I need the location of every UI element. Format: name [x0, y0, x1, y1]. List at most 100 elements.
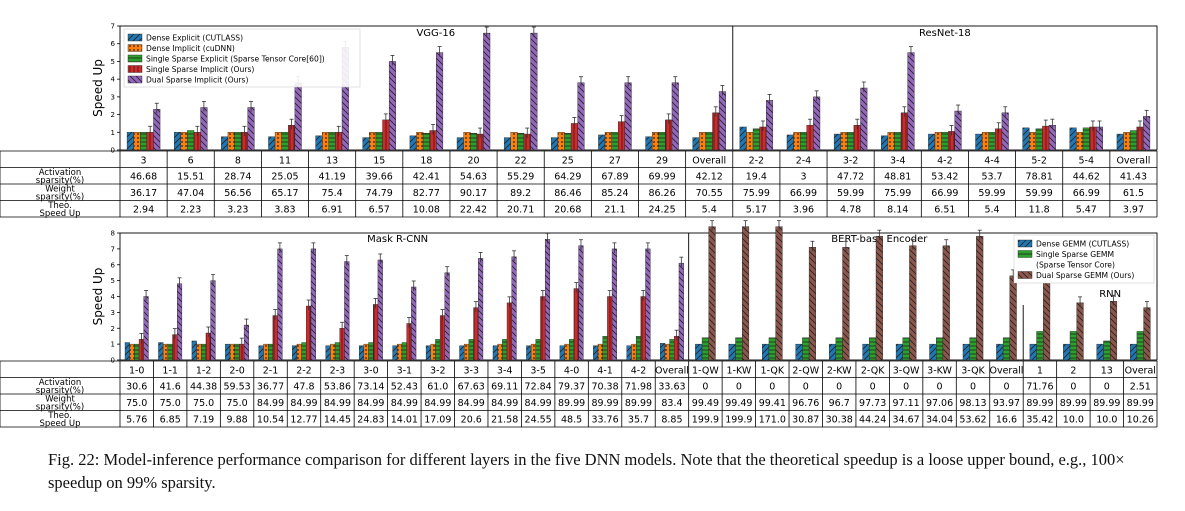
bar-single_implicit-hatch: [473, 307, 479, 360]
table-cell: 59.53: [223, 382, 250, 393]
bar-single_explicit-hatch: [894, 132, 902, 150]
bar-single_gemm-hatch: [735, 337, 743, 360]
tick-label: 2: [1070, 366, 1076, 377]
bar-dense_explicit-hatch: [928, 134, 935, 150]
bar-dense_implicit-hatch: [982, 132, 989, 150]
table-cell: 44.24: [859, 415, 886, 426]
bar-dual_implicit-hatch: [719, 91, 726, 150]
bar-dense_implicit-hatch: [531, 344, 536, 360]
table-cell: 35.42: [1026, 415, 1053, 426]
table-cell: 34.67: [893, 415, 920, 426]
bar-dense_implicit-hatch: [196, 344, 202, 360]
figure-caption: Fig. 22: Model-inference performance com…: [48, 448, 1168, 494]
y-tick-label: 4: [111, 76, 116, 84]
bar-dense_implicit-hatch: [430, 344, 436, 360]
bar-single_implicit-hatch: [674, 336, 679, 360]
table-cell: 89.99: [1127, 398, 1154, 409]
bar-dual_gemm-hatch: [842, 247, 850, 360]
table-cell: 59.99: [1026, 188, 1053, 199]
bar-dense_gemm-hatch: [896, 344, 903, 360]
table-cell: 0: [870, 382, 876, 393]
bar-single_explicit-hatch: [368, 342, 374, 360]
table-cell: 14.01: [391, 415, 418, 426]
bar-dual_implicit-hatch: [511, 256, 517, 360]
bar-single_explicit-hatch: [988, 132, 996, 150]
bar-dense_implicit-hatch: [631, 344, 637, 360]
bar-dense_explicit-hatch: [551, 137, 558, 150]
bar-dual_implicit-hatch: [143, 296, 149, 360]
row-label: Activation: [39, 168, 82, 178]
table-cell: 96.76: [792, 398, 819, 409]
bar-dense_explicit-hatch: [225, 344, 231, 360]
table-cell: 66.99: [931, 188, 958, 199]
bar-dense_implicit-hatch: [793, 132, 801, 150]
panel-title: VGG-16: [416, 28, 455, 39]
table-cell: 83.4: [661, 398, 682, 409]
table-cell: 73.14: [357, 382, 384, 393]
tick-label: 3-2: [843, 156, 859, 167]
table-cell: 69.11: [491, 382, 518, 393]
y-tick-label: 3: [111, 93, 115, 101]
bar-dense_explicit-hatch: [975, 134, 983, 150]
bar-single_implicit-hatch: [573, 288, 579, 360]
legend-swatch-hatch: [128, 44, 142, 52]
table-cell: 0: [836, 382, 842, 393]
bar-dual_implicit-hatch: [1096, 126, 1103, 150]
bar-dense_explicit-hatch: [1022, 127, 1030, 150]
table-cell: 84.99: [391, 398, 418, 409]
bar-dense_implicit-hatch: [129, 344, 135, 360]
legend-label: Dual Sparse Implicit (Ours): [146, 76, 248, 85]
table-cell: 61.0: [427, 382, 448, 393]
tick-label: 2-3: [330, 366, 346, 377]
bar-single_implicit-hatch: [1042, 126, 1050, 150]
bar-dense_explicit-hatch: [362, 137, 370, 150]
y-tick-label: 0: [111, 147, 115, 155]
bar-dense_implicit-hatch: [652, 132, 659, 150]
y-tick-label: 6: [111, 40, 116, 48]
legend-swatch-hatch: [128, 55, 142, 62]
legend-label: Dense Implicit (cuDNN): [146, 44, 235, 53]
bar-dense_implicit-hatch: [464, 344, 469, 360]
bar-dual_gemm-hatch: [876, 236, 883, 360]
table-cell: 21.58: [491, 415, 518, 426]
table-cell: 41.43: [1120, 172, 1147, 183]
tick-label: 27: [609, 156, 621, 167]
row-label: Theo.: [47, 411, 72, 421]
bar-dense_implicit-hatch: [322, 132, 329, 150]
bar-single_implicit-hatch: [146, 132, 154, 150]
bar-single_implicit-hatch: [712, 112, 720, 150]
bar-dual_implicit-hatch: [578, 245, 584, 360]
tick-label: 3-5: [530, 366, 546, 377]
bar-single_implicit-hatch: [665, 119, 672, 150]
table-cell: 8.85: [661, 415, 682, 426]
table-cell: 89.2: [510, 188, 531, 199]
table-cell: 33.63: [658, 382, 685, 393]
bar-single_implicit-hatch: [241, 132, 248, 150]
bar-single_explicit-hatch: [234, 132, 242, 150]
table-cell: 84.99: [290, 398, 317, 409]
table-cell: 21.1: [604, 205, 625, 216]
bar-single_implicit-hatch: [1089, 126, 1097, 150]
figure: 0 1 2 3 4 5 6 7 Speed Up VGG-16 ResNet-18 Dense Exp…: [0, 23, 1158, 429]
table-cell: 0: [1003, 382, 1009, 393]
bar-dual_implicit-hatch: [244, 325, 249, 360]
bar-single_explicit-hatch: [517, 133, 524, 150]
bar-single_implicit-hatch: [571, 123, 578, 150]
bar-single_implicit-hatch: [339, 328, 345, 360]
bar-single_implicit-hatch: [194, 132, 201, 150]
table-cell: 84.99: [424, 398, 451, 409]
bar-dense_explicit-hatch: [127, 132, 134, 150]
table-cell: 33.76: [591, 415, 618, 426]
table-cell: 99.49: [725, 398, 752, 409]
legend-label: Single Sparse Implicit (Ours): [146, 65, 254, 74]
bar-dual_implicit-hatch: [907, 52, 915, 151]
table-cell: 89.99: [1026, 398, 1053, 409]
tick-label: 6: [188, 156, 194, 167]
tick-label: 2-QW: [792, 366, 819, 377]
table-cell: 3: [800, 172, 806, 183]
bar-dense_explicit-hatch: [1069, 127, 1077, 150]
bar-dual_implicit-hatch: [444, 272, 450, 360]
bar-dual_gemm-hatch: [976, 236, 984, 360]
bar-single_gemm-hatch: [768, 337, 776, 360]
tick-label: 2-1: [263, 366, 279, 377]
